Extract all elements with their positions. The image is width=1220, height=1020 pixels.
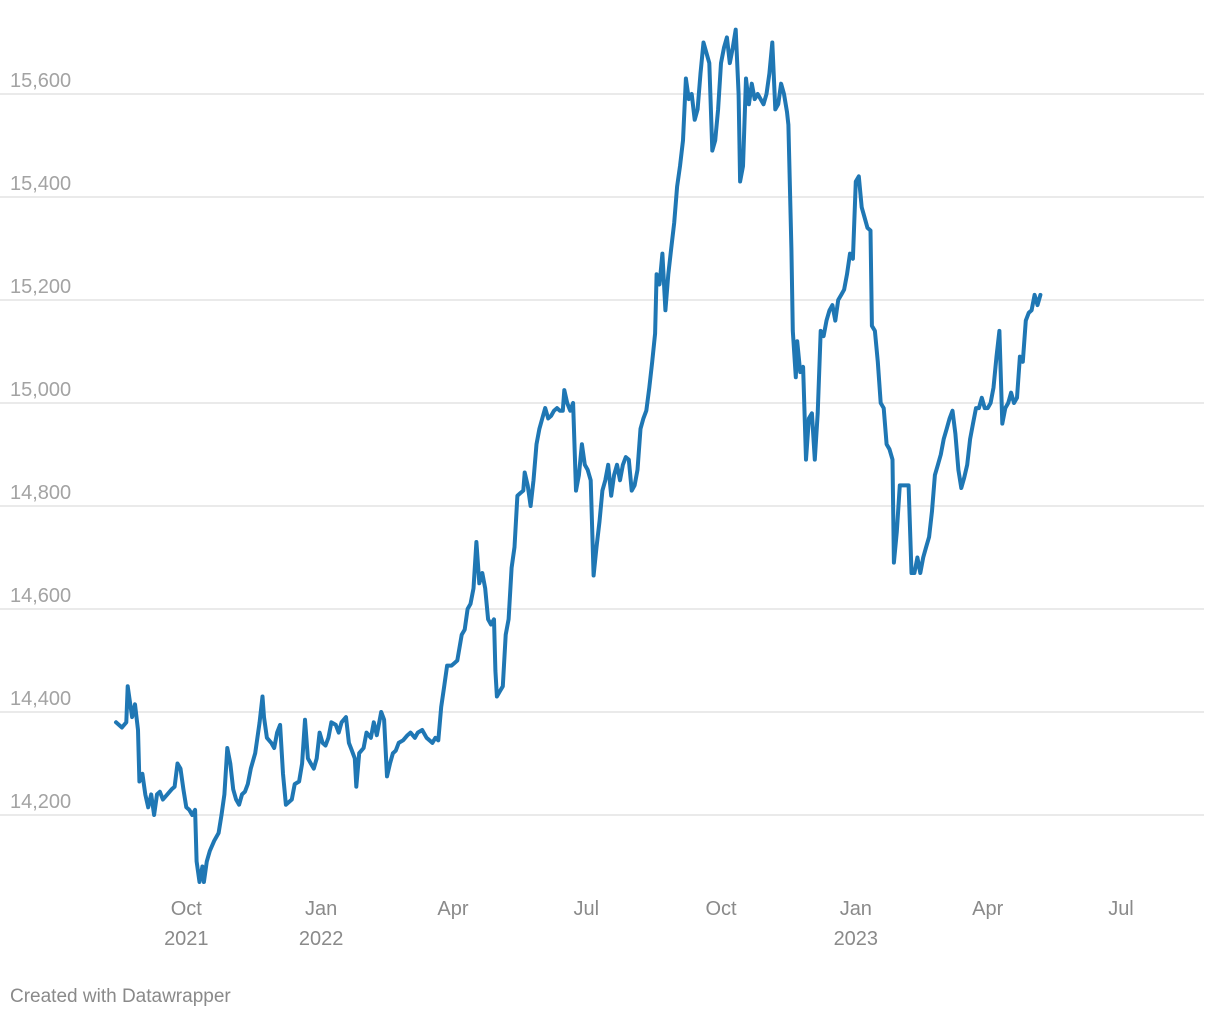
- x-axis-ticks: Oct 2021 Jan 2022 Apr Jul Oct Jan 2023 Apr Jul: [164, 898, 1134, 950]
- x-tick-year-label: 2021: [164, 928, 209, 950]
- y-tick-label: 14,800: [10, 482, 71, 504]
- series-line-index: [114, 27, 1043, 884]
- y-tick-label: 15,400: [10, 173, 71, 195]
- x-tick-label: Jan: [305, 898, 337, 920]
- x-tick-label: Apr: [972, 898, 1003, 920]
- x-tick-label: Apr: [437, 898, 468, 920]
- credit-text: Created with Datawrapper: [10, 986, 231, 1007]
- x-tick-label: Oct: [705, 898, 737, 920]
- x-tick-label: Oct: [171, 898, 203, 920]
- x-tick-label: Jan: [840, 898, 872, 920]
- y-tick-label: 15,000: [10, 379, 71, 401]
- x-tick-year-label: 2022: [299, 928, 344, 950]
- x-tick-label: Jul: [1108, 898, 1134, 920]
- gridlines: [0, 93, 1204, 816]
- x-tick-label: Jul: [573, 898, 599, 920]
- x-tick-year-label: 2023: [834, 928, 879, 950]
- y-tick-label: 14,400: [10, 688, 71, 710]
- y-tick-label: 15,200: [10, 276, 71, 298]
- y-tick-label: 14,200: [10, 791, 71, 813]
- y-tick-label: 15,600: [10, 70, 71, 92]
- y-axis-ticks: 14,200 14,400 14,600 14,800 15,000 15,200 15,4…: [10, 70, 71, 813]
- y-tick-label: 14,600: [10, 585, 71, 607]
- line-chart: 14,200 14,400 14,600 14,800 15,000 15,200 15,4…: [0, 27, 1204, 950]
